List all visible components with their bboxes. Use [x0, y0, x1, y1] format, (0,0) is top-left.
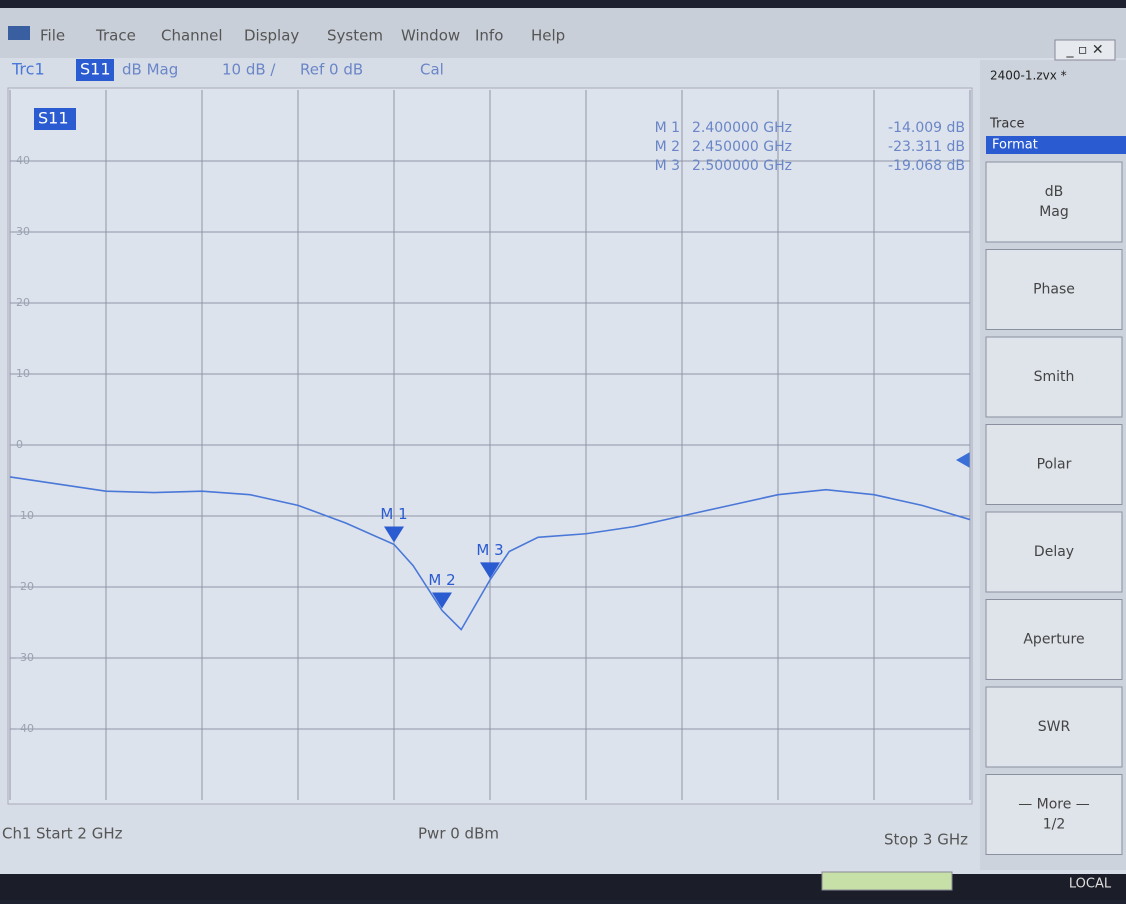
trace-name: Trc1 [11, 60, 45, 79]
softkey-button-label[interactable]: dB [1045, 184, 1064, 200]
trace-cal: Cal [420, 61, 444, 79]
window-title: 2400-1.zvx * [990, 69, 1067, 83]
y-tick-label: -40 [16, 722, 34, 735]
marker-table-value: -19.068 dB [888, 158, 965, 174]
marker-table-name: M 1 [655, 120, 680, 136]
menu-item[interactable]: Window [401, 27, 460, 45]
marker-label: M 2 [428, 571, 455, 589]
bottom-edge [0, 874, 1126, 900]
marker-table-x: 2.450000 GHz [692, 139, 792, 155]
app-icon [8, 26, 30, 40]
trace-scale: 10 dB / [222, 61, 276, 79]
trace-label: S11 [38, 109, 69, 128]
menu-item[interactable]: Display [244, 27, 299, 45]
marker-table-x: 2.400000 GHz [692, 120, 792, 136]
softkey-button-label[interactable]: Phase [1033, 282, 1075, 298]
window-buttons[interactable]: _ ▫ ✕ [1065, 42, 1103, 58]
footer-power: Pwr 0 dBm [418, 825, 499, 843]
footer-stop: Stop 3 GHz [884, 831, 968, 849]
menu-item[interactable]: File [40, 27, 65, 45]
softkey-button-label[interactable]: 1/2 [1043, 817, 1066, 833]
softkey-button[interactable] [986, 775, 1122, 855]
y-tick-label: 0 [16, 438, 23, 451]
trace-ref: Ref 0 dB [300, 61, 363, 79]
y-tick-label: -20 [16, 580, 34, 593]
marker-label: M 1 [380, 505, 407, 523]
softkey-button-label[interactable]: Mag [1039, 204, 1069, 220]
softkey-button-label[interactable]: Polar [1037, 457, 1072, 473]
trace-param: S11 [80, 60, 111, 79]
softkey-button-label[interactable]: SWR [1038, 719, 1071, 735]
trace-format: dB Mag [122, 61, 178, 79]
softkey-menu[interactable]: Format [992, 138, 1038, 153]
y-tick-label: -30 [16, 651, 34, 664]
marker-label: M 3 [476, 541, 503, 559]
marker-table-x: 2.500000 GHz [692, 158, 792, 174]
softkey-button-label[interactable]: Smith [1034, 369, 1075, 385]
y-tick-label: -10 [16, 509, 34, 522]
y-tick-label: 20 [16, 296, 30, 309]
y-tick-label: 30 [16, 225, 30, 238]
menu-item[interactable]: System [327, 27, 383, 45]
marker-table-value: -23.311 dB [888, 139, 965, 155]
y-tick-label: 10 [16, 367, 30, 380]
softkey-group[interactable]: Trace [989, 117, 1025, 132]
marker-table-name: M 3 [655, 158, 680, 174]
menu-item[interactable]: Help [531, 27, 565, 45]
page: _ ▫ ✕ File Trace Channel Display System Windo… [0, 0, 1126, 900]
footer-channel: Ch1 [2, 825, 32, 843]
marker-table-value: -14.009 dB [888, 120, 965, 136]
softkey-button-label[interactable]: Aperture [1023, 632, 1084, 648]
softkey-button[interactable] [986, 162, 1122, 242]
marker-table-name: M 2 [655, 139, 680, 155]
menu-item[interactable]: Info [475, 27, 503, 45]
menu-item[interactable]: Trace [95, 27, 136, 45]
status-indicator [822, 872, 952, 890]
footer-start: Start 2 GHz [36, 825, 123, 843]
screen: _ ▫ ✕ File Trace Channel Display System Windo… [0, 0, 1126, 900]
softkey-button-label[interactable]: Delay [1034, 544, 1074, 560]
y-tick-label: 40 [16, 154, 30, 167]
softkey-button-label[interactable]: — More — [1018, 797, 1090, 813]
status-text: LOCAL [1069, 877, 1112, 892]
menu-item[interactable]: Channel [161, 27, 223, 45]
